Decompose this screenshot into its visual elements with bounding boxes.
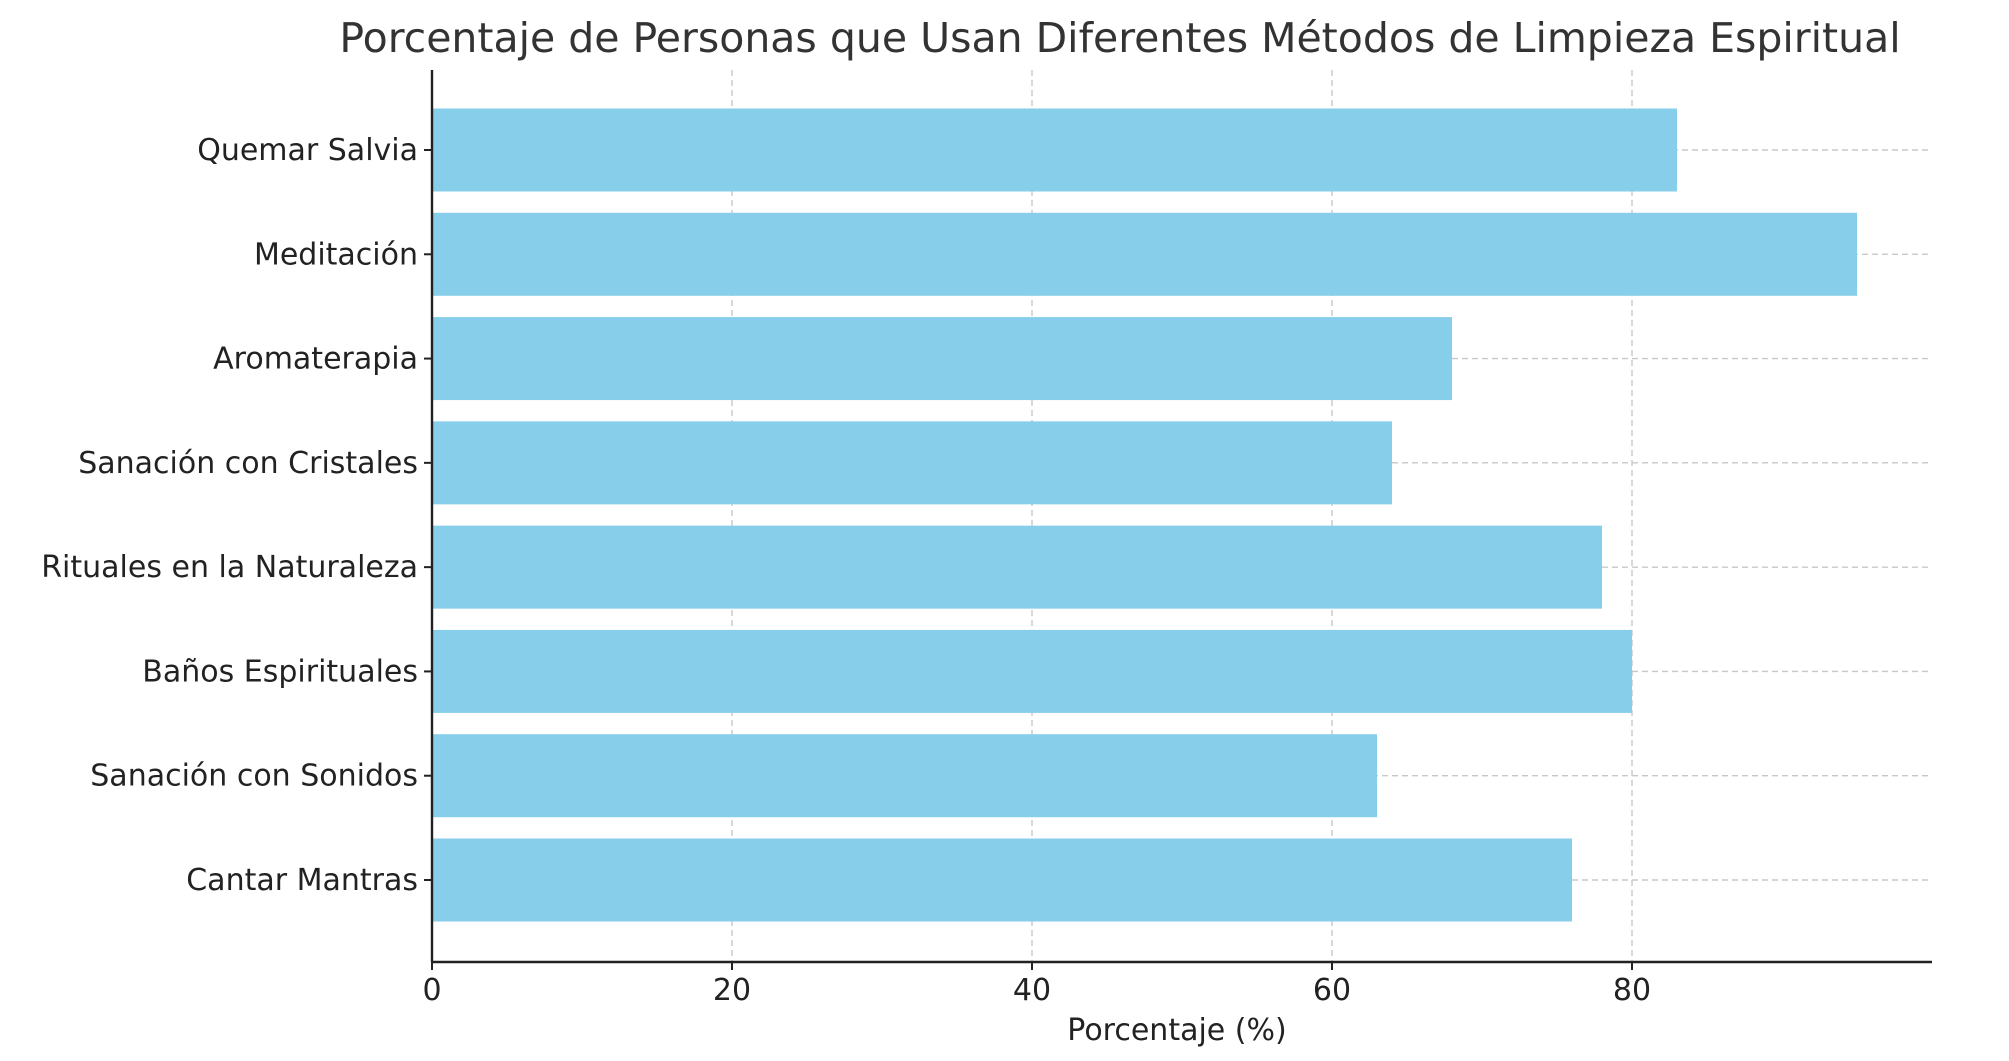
- x-tick-label: 40: [1013, 973, 1051, 1008]
- chart-title: Porcentaje de Personas que Usan Diferent…: [339, 14, 1900, 62]
- category-label: Sanación con Cristales: [78, 446, 418, 481]
- bar: [432, 317, 1452, 401]
- axis-layer: [424, 70, 1932, 970]
- category-label: Aromaterapia: [213, 342, 418, 377]
- x-tick-label: 20: [713, 973, 751, 1008]
- bar: [432, 838, 1572, 922]
- category-label: Sanación con Sonidos: [90, 759, 418, 794]
- x-tick-label: 0: [422, 973, 441, 1008]
- category-label: Cantar Mantras: [186, 863, 418, 898]
- bar: [432, 525, 1602, 609]
- x-tick-label: 60: [1313, 973, 1351, 1008]
- bar: [432, 108, 1677, 192]
- bar: [432, 212, 1857, 296]
- category-label: Meditación: [254, 237, 418, 272]
- bar: [432, 734, 1377, 818]
- x-tick-label: 80: [1613, 973, 1651, 1008]
- grid-layer: [432, 70, 1932, 962]
- bar: [432, 421, 1392, 505]
- bar: [432, 629, 1632, 713]
- label-layer: 0 20 40 60 80 Quemar Salvia Meditación Aromater…: [41, 133, 1651, 1008]
- category-label: Quemar Salvia: [197, 133, 418, 168]
- x-axis-label: Porcentaje (%): [1067, 1013, 1286, 1048]
- category-label: Baños Espirituales: [142, 654, 418, 689]
- category-label: Rituales en la Naturaleza: [41, 550, 418, 585]
- bar-layer: [432, 108, 1857, 922]
